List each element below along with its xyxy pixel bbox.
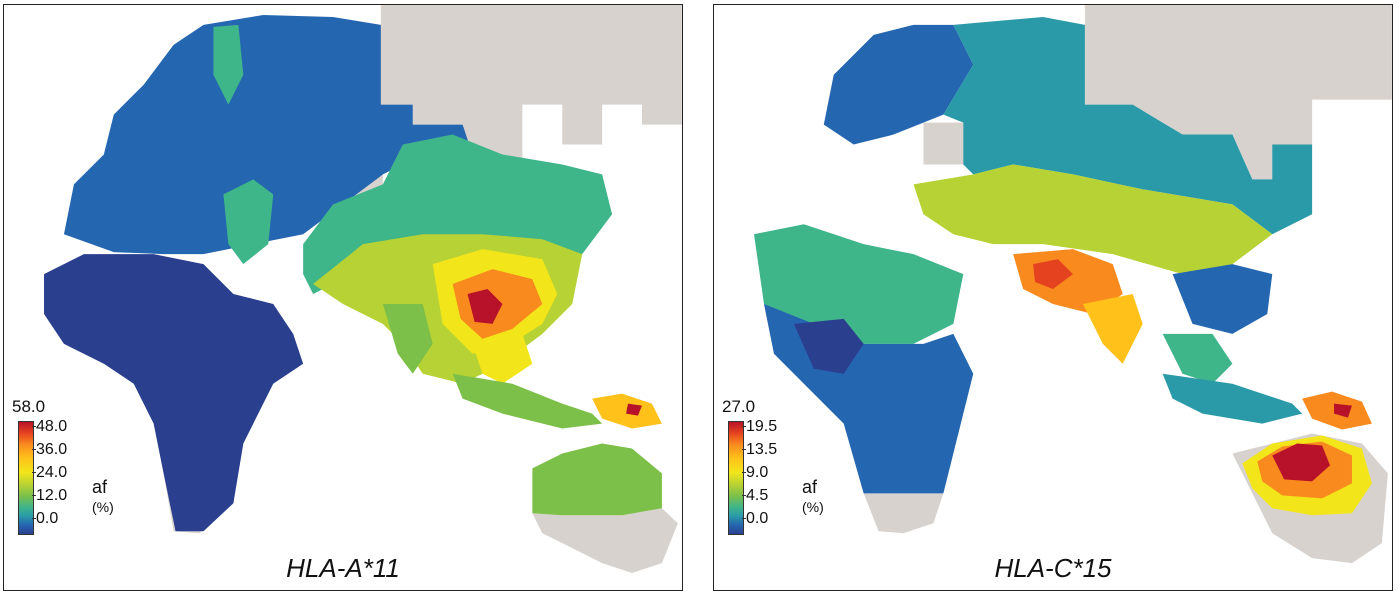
region-indonesia bbox=[452, 373, 603, 429]
region-new-guinea-peak bbox=[626, 403, 642, 416]
region-china-peak bbox=[467, 289, 503, 324]
region-africa-core bbox=[793, 318, 864, 374]
legend-tick-label: 24.0 bbox=[31, 464, 68, 481]
legend-tick-label: 9.0 bbox=[741, 464, 769, 481]
region-india bbox=[1082, 294, 1143, 364]
region-scandinavia-north bbox=[213, 24, 244, 105]
map-panel-hla-c15: 27.0 19.5 13.5 9.0 4.5 0.0 af (%) HLA-C*… bbox=[713, 4, 1393, 591]
panel-title: HLA-C*15 bbox=[994, 553, 1112, 583]
legend-tick-label: 48.0 bbox=[31, 418, 68, 435]
legend-tick-label: 0.0 bbox=[741, 510, 769, 527]
legend-unit-percent: (%) bbox=[92, 499, 114, 515]
region-south-asia-peak bbox=[1033, 259, 1073, 290]
region-europe-russia bbox=[63, 14, 473, 255]
region-new-guinea-peak bbox=[1334, 403, 1352, 418]
region-scandinavia bbox=[823, 24, 974, 145]
legend-tick-label: 0.0 bbox=[31, 510, 59, 527]
no-data-region-southern-africa bbox=[863, 493, 944, 534]
no-data-region-siberia bbox=[380, 5, 682, 165]
region-australia-north bbox=[532, 443, 662, 516]
legend-unit-percent: (%) bbox=[802, 499, 824, 515]
allele-frequency-map bbox=[754, 5, 1392, 564]
map-panel-hla-a11: 58.0 48.0 36.0 24.0 12.0 0.0 af (%) HLA-… bbox=[3, 4, 683, 591]
region-southeast-asia bbox=[1162, 333, 1233, 384]
legend-tick-label: 4.5 bbox=[741, 487, 769, 504]
no-data-region-east-europe bbox=[923, 122, 964, 165]
region-australia-peak bbox=[1272, 443, 1331, 482]
color-legend: 27.0 19.5 13.5 9.0 4.5 0.0 af (%) bbox=[722, 397, 852, 547]
region-anatolia-caucasus bbox=[223, 179, 274, 265]
region-southeast-asia bbox=[472, 333, 533, 384]
legend-color-bar bbox=[728, 421, 744, 535]
legend-max-value: 58.0 bbox=[12, 397, 46, 416]
region-india bbox=[382, 303, 433, 374]
legend-unit-label: af bbox=[92, 477, 108, 497]
color-legend: 58.0 48.0 36.0 24.0 12.0 0.0 af (%) bbox=[12, 397, 142, 547]
legend-tick-label: 19.5 bbox=[741, 418, 778, 435]
region-russia bbox=[943, 16, 1313, 235]
no-data-region-australia-south bbox=[532, 508, 678, 574]
legend-unit-label: af bbox=[802, 477, 818, 497]
panel-title: HLA-A*11 bbox=[286, 553, 400, 583]
region-north-africa bbox=[754, 224, 964, 344]
region-africa bbox=[44, 254, 304, 532]
region-mideast-central-asia bbox=[913, 164, 1273, 275]
legend-tick-label: 36.0 bbox=[31, 441, 68, 458]
legend-color-bar bbox=[18, 421, 34, 535]
legend-max-value: 27.0 bbox=[722, 397, 756, 416]
region-east-asia bbox=[1172, 264, 1273, 334]
allele-frequency-map bbox=[44, 5, 682, 574]
region-indonesia bbox=[1162, 373, 1303, 424]
legend-tick-label: 12.0 bbox=[31, 487, 68, 504]
legend-tick-label: 13.5 bbox=[741, 441, 778, 458]
no-data-region-siberia bbox=[1084, 5, 1392, 180]
